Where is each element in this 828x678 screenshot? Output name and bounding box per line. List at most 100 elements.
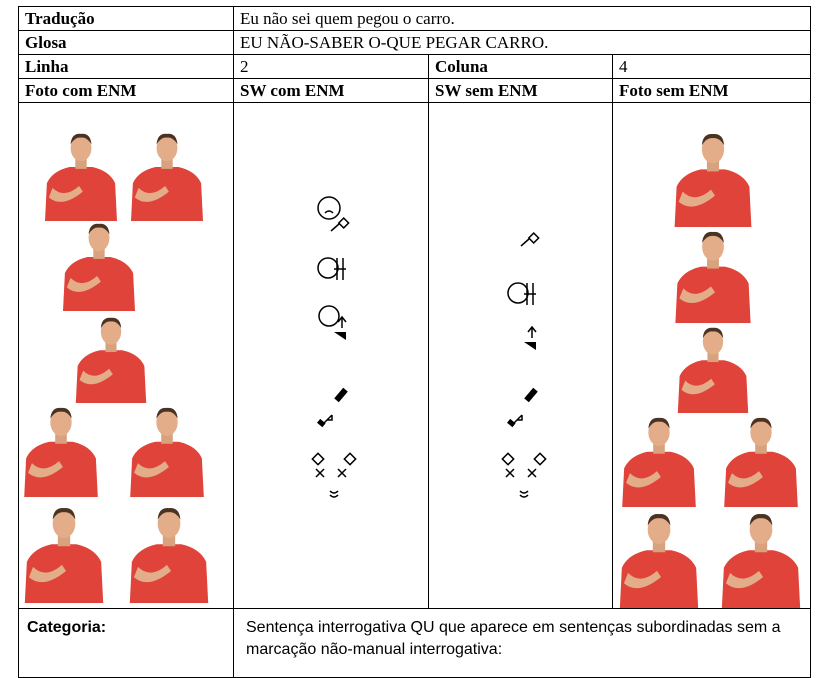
arm	[48, 185, 83, 202]
head	[749, 515, 773, 545]
shirt	[131, 167, 203, 221]
sw-hand	[527, 325, 537, 338]
sw-hand	[343, 452, 357, 466]
head	[702, 328, 724, 355]
header: SW sem ENM	[428, 78, 613, 103]
photo	[619, 514, 699, 608]
photos	[24, 133, 209, 603]
position-row: Linha 2 Coluna 4	[18, 54, 812, 79]
head	[156, 408, 178, 436]
media-row	[18, 102, 812, 609]
sw-mark	[324, 210, 334, 214]
signwriting	[501, 231, 547, 498]
sw-hand	[337, 216, 350, 230]
hair	[52, 508, 76, 520]
neck	[707, 256, 719, 269]
head	[750, 418, 772, 446]
arm	[678, 189, 716, 207]
header: Foto sem ENM	[611, 78, 812, 103]
photo-cell	[18, 102, 234, 609]
hair	[702, 327, 724, 338]
photo	[724, 417, 798, 507]
header-row: Foto com ENM SW com ENM SW sem ENM Foto …	[18, 78, 812, 103]
head	[701, 135, 725, 164]
neck	[75, 157, 87, 169]
hair	[702, 231, 724, 243]
head	[702, 232, 724, 261]
hair	[701, 133, 725, 146]
sw-hand	[334, 332, 346, 340]
sw-face	[317, 196, 341, 220]
photo	[24, 508, 104, 603]
arm	[681, 378, 715, 395]
shirt	[677, 360, 749, 413]
hair	[750, 417, 772, 429]
header: SW com ENM	[233, 78, 429, 103]
sw-hand	[505, 468, 537, 478]
sw-hand	[334, 258, 346, 280]
sw-hand	[524, 283, 536, 305]
gloss-text: EU NÃO-SABER O-QUE PEGAR CARRO.	[232, 30, 812, 55]
arm	[623, 570, 662, 589]
hair	[749, 514, 773, 526]
sw-hand	[524, 387, 538, 403]
sw-mark	[519, 490, 529, 498]
value: 2	[233, 54, 429, 79]
photo	[721, 514, 801, 608]
arm	[679, 286, 715, 304]
signwriting	[311, 196, 357, 498]
label: Glosa	[18, 30, 234, 55]
gloss-row: Glosa EU NÃO-SABER O-QUE PEGAR CARRO.	[18, 30, 812, 55]
sw-face	[317, 257, 339, 279]
shirt	[130, 441, 204, 497]
shirt	[622, 451, 696, 507]
neck	[105, 340, 117, 353]
hair	[50, 407, 72, 419]
sw-hand	[317, 418, 326, 428]
sw-mark	[329, 490, 339, 498]
neck	[653, 442, 665, 454]
shirt	[724, 451, 798, 507]
photo	[62, 223, 135, 311]
hair	[70, 133, 92, 145]
sw-hand	[311, 452, 325, 466]
arm	[66, 275, 101, 292]
category-row: Categoria: Sentença interrogativa QU que…	[18, 608, 812, 678]
shirt	[675, 266, 751, 323]
neck	[755, 442, 767, 454]
neck	[161, 432, 173, 444]
shirt	[24, 441, 98, 497]
head	[100, 318, 122, 345]
hair	[647, 514, 671, 526]
photo	[674, 133, 752, 227]
head	[52, 509, 76, 539]
sw-hand	[323, 414, 333, 424]
head	[648, 418, 670, 446]
hair	[156, 407, 178, 419]
shirt	[619, 550, 699, 608]
arm	[28, 564, 67, 583]
shirt	[674, 169, 752, 227]
header: Foto com ENM	[18, 78, 234, 103]
shirt	[62, 257, 135, 311]
head	[70, 134, 92, 162]
sw-face	[507, 282, 529, 304]
arm	[134, 185, 169, 202]
sw-hand	[524, 342, 536, 350]
arm	[626, 471, 661, 488]
shirt	[24, 544, 104, 603]
sign-table: Tradução Eu não sei quem pegou o carro. …	[18, 6, 812, 678]
shirt	[75, 350, 147, 403]
arm	[79, 368, 113, 385]
arm	[728, 471, 763, 488]
sw-hand	[330, 223, 340, 232]
head	[88, 224, 110, 252]
hair	[88, 223, 110, 235]
sw-hand	[520, 238, 530, 247]
sw-hand	[507, 418, 516, 428]
neck	[93, 247, 105, 259]
neck	[707, 350, 719, 363]
sw-hand	[334, 387, 348, 403]
sw-hand	[533, 452, 547, 466]
shirt	[721, 550, 801, 608]
